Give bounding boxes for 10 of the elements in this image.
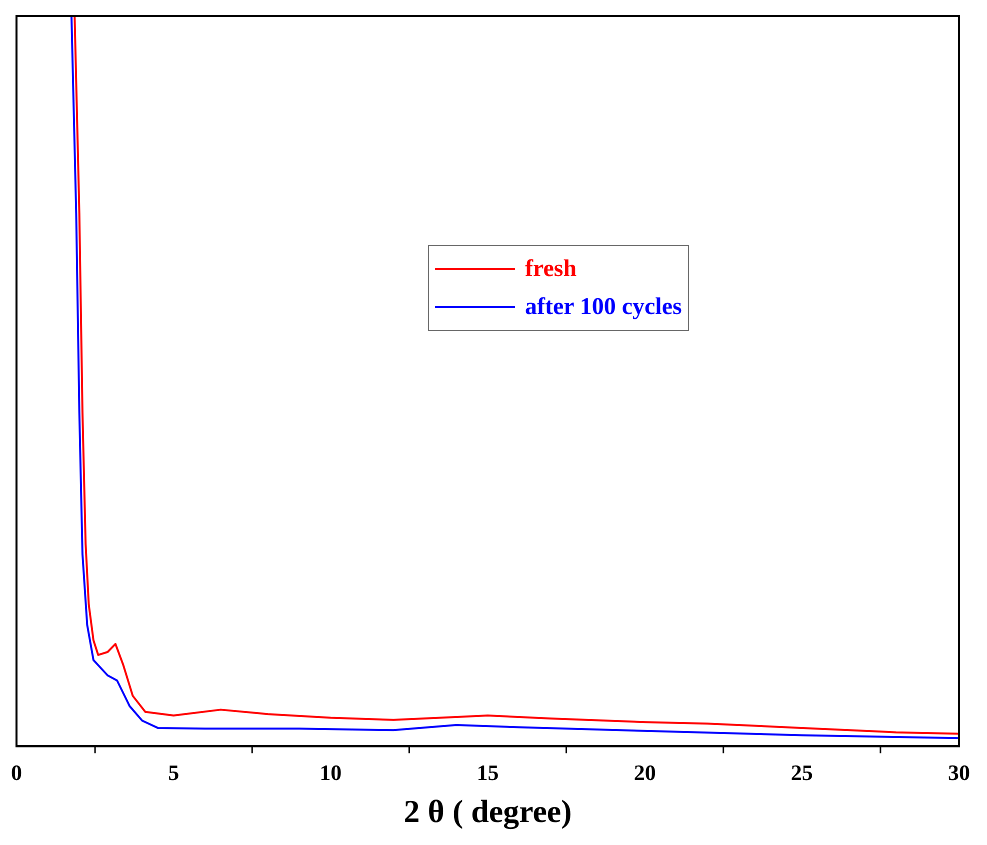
x-tick-label: 15: [476, 760, 499, 786]
x-tick-label: 5: [168, 760, 180, 786]
legend-label: fresh: [525, 255, 577, 284]
x-axis-title: 2 θ ( degree): [404, 793, 572, 830]
x-tick-label: 30: [948, 760, 970, 786]
x-tick-label: 20: [634, 760, 656, 786]
legend-label: after 100 cycles: [525, 293, 682, 322]
x-tick-label: 10: [320, 760, 342, 786]
x-tick-label: 25: [790, 760, 813, 786]
x-tick-label: 0: [11, 760, 22, 786]
